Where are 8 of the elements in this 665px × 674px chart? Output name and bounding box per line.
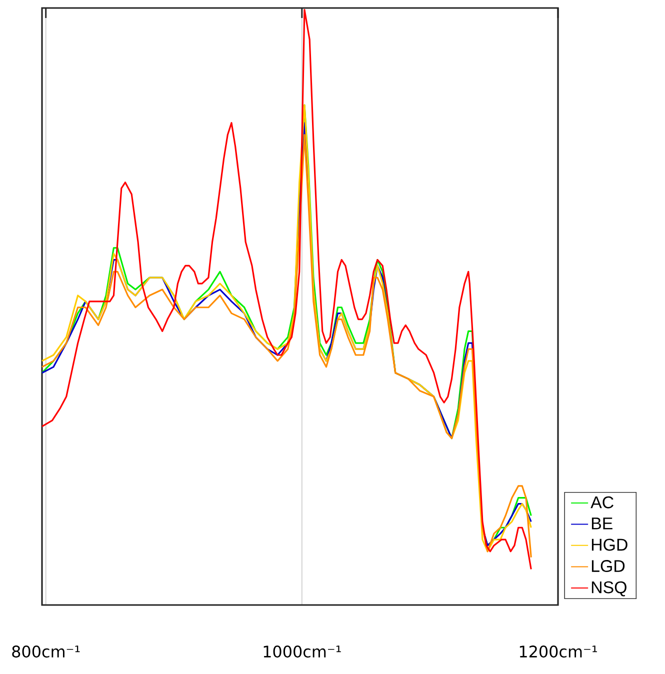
legend-label: HGD [592,538,628,551]
legend-label: NSQ [592,581,626,596]
x-tick-label: 1200cm⁻¹ [520,646,597,658]
x-tick-label: 1000cm⁻¹ [264,646,341,658]
x-tick-label: 800cm⁻¹ [12,646,80,658]
legend-label: BE [592,518,612,530]
legend-label: AC [590,496,614,508]
legend-label: LGD [592,560,625,572]
